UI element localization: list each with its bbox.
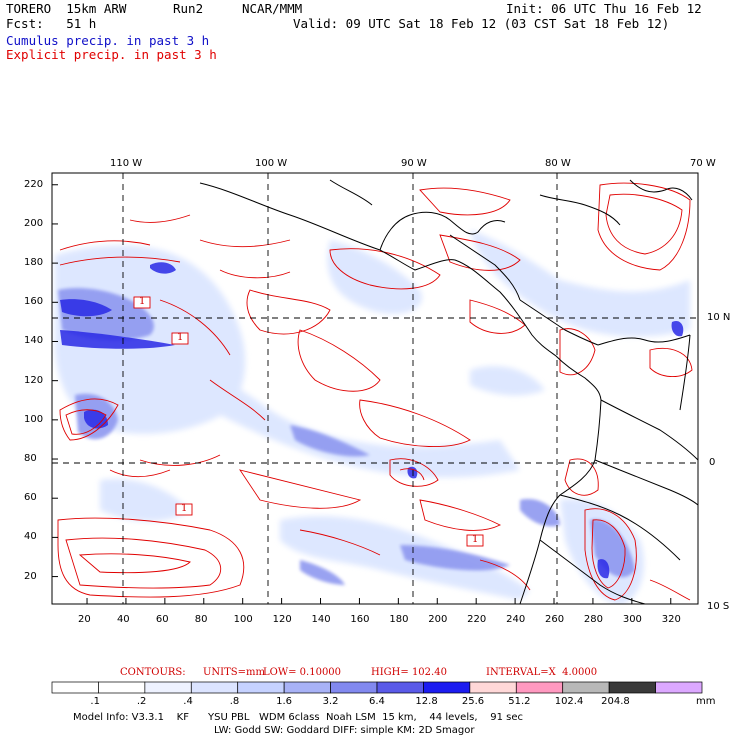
lat-label: 10 S bbox=[707, 601, 730, 612]
colorbar-tick-label: .4 bbox=[183, 696, 193, 707]
x-tick-label: 100 bbox=[233, 614, 253, 625]
colorbar-tick-label: 6.4 bbox=[369, 696, 385, 707]
model-info: Model Info: V3.3.1 KF YSU PBL WDM 6class… bbox=[73, 712, 523, 723]
colorbar-tick-label: 12.8 bbox=[415, 696, 438, 707]
y-tick-label: 80 bbox=[24, 453, 37, 465]
lon-label: 70 W bbox=[690, 158, 716, 169]
x-tick-label: 140 bbox=[311, 614, 331, 625]
colorbar-unit: mm bbox=[696, 696, 716, 707]
colorbar-tick-label: 102.4 bbox=[554, 696, 584, 707]
contour-label: 1 bbox=[177, 332, 184, 343]
colorbar-swatch bbox=[469, 681, 517, 694]
lat-label: 10 N bbox=[707, 312, 731, 323]
x-tick-label: 40 bbox=[116, 614, 130, 625]
colorbar-tick-label: 51.2 bbox=[508, 696, 531, 707]
physics-info: LW: Godd SW: Goddard DIFF: simple KM: 2D… bbox=[214, 725, 475, 736]
colorbar-tick-label: 25.6 bbox=[461, 696, 485, 707]
y-tick-label: 180 bbox=[24, 257, 44, 269]
lat-label: 0 bbox=[709, 457, 716, 468]
colorbar-tick-label: .8 bbox=[229, 696, 240, 707]
x-tick-label: 120 bbox=[272, 614, 292, 625]
x-tick-label: 80 bbox=[194, 614, 208, 625]
x-tick-label: 320 bbox=[661, 614, 681, 625]
explicit-legend: Explicit precip. in past 3 h bbox=[6, 47, 217, 62]
x-tick-label: 200 bbox=[428, 614, 448, 625]
y-tick-label: 140 bbox=[24, 335, 44, 347]
colorbar-tick-label: 3.2 bbox=[322, 696, 339, 707]
model-name: TORERO 15km ARW bbox=[6, 1, 127, 16]
x-tick-label: 160 bbox=[350, 614, 370, 625]
contours-units: UNITS=mm bbox=[203, 667, 265, 678]
contours-high: HIGH= 102.40 bbox=[371, 667, 447, 678]
y-tick-label: 100 bbox=[24, 413, 44, 425]
y-tick-label: 220 bbox=[24, 178, 44, 190]
contours-low: LOW= 0.10000 bbox=[263, 667, 342, 678]
colorbar-swatch bbox=[51, 681, 99, 694]
heavy-precip-field bbox=[60, 262, 684, 579]
colorbar-swatch bbox=[655, 681, 703, 694]
cumulus-legend: Cumulus precip. in past 3 h bbox=[6, 33, 210, 48]
latlon-grid bbox=[52, 173, 698, 604]
lon-label: 90 W bbox=[401, 158, 427, 169]
forecast-hour: Fcst: 51 h bbox=[6, 16, 97, 31]
colorbar-swatch bbox=[330, 681, 378, 694]
valid-time: Valid: 09 UTC Sat 18 Feb 12 (03 CST Sat … bbox=[293, 16, 670, 31]
contour-label-boxes bbox=[133, 296, 484, 547]
x-tick-label: 180 bbox=[389, 614, 409, 625]
colorbar-tick-label: 204.8 bbox=[601, 696, 630, 707]
colorbar bbox=[51, 681, 703, 694]
lon-label: 100 W bbox=[255, 158, 288, 169]
x-tick-label: 20 bbox=[78, 614, 91, 625]
lon-label: 110 W bbox=[110, 158, 143, 169]
y-tick-label: 200 bbox=[24, 217, 44, 229]
contour-label: 1 bbox=[472, 534, 479, 545]
init-time: Init: 06 UTC Thu 16 Feb 12 bbox=[506, 1, 702, 16]
y-tick-label: 40 bbox=[24, 531, 37, 543]
colorbar-swatch bbox=[515, 681, 564, 694]
contour-label: 1 bbox=[181, 503, 188, 514]
y-tick-label: 120 bbox=[24, 374, 44, 386]
colorbar-swatch bbox=[190, 681, 239, 694]
org-label: NCAR/MMM bbox=[242, 1, 303, 16]
colorbar-swatch bbox=[144, 681, 192, 694]
x-tick-label: 300 bbox=[622, 614, 642, 625]
colorbar-swatch bbox=[376, 681, 424, 694]
colorbar-swatch bbox=[98, 681, 146, 694]
colorbar-tick-label: 1.6 bbox=[276, 696, 293, 707]
x-tick-label: 60 bbox=[155, 614, 169, 625]
colorbar-swatch bbox=[423, 681, 471, 694]
lon-label: 80 W bbox=[545, 158, 571, 169]
y-tick-label: 60 bbox=[24, 492, 37, 504]
plot-frame bbox=[51, 172, 699, 605]
x-tick-label: 260 bbox=[545, 614, 565, 625]
contour-label: 1 bbox=[139, 296, 146, 307]
x-tick-label: 240 bbox=[506, 614, 526, 625]
x-tick-label: 280 bbox=[583, 614, 604, 625]
colorbar-swatch bbox=[608, 681, 656, 694]
colorbar-swatch bbox=[237, 681, 285, 694]
colorbar-swatch bbox=[562, 681, 610, 694]
explicit-precip-contours bbox=[57, 182, 693, 601]
run-label: Run2 bbox=[173, 1, 204, 16]
contours-title: CONTOURS: bbox=[120, 667, 186, 678]
x-tick-label: 220 bbox=[467, 614, 487, 625]
y-tick-label: 20 bbox=[24, 570, 37, 582]
colorbar-swatch bbox=[283, 681, 331, 694]
y-tick-label: 160 bbox=[24, 296, 44, 308]
colorbar-tick-label: .2 bbox=[136, 696, 147, 707]
contours-interval: INTERVAL=X 4.0000 bbox=[486, 667, 598, 678]
colorbar-tick-label: .1 bbox=[90, 696, 100, 707]
